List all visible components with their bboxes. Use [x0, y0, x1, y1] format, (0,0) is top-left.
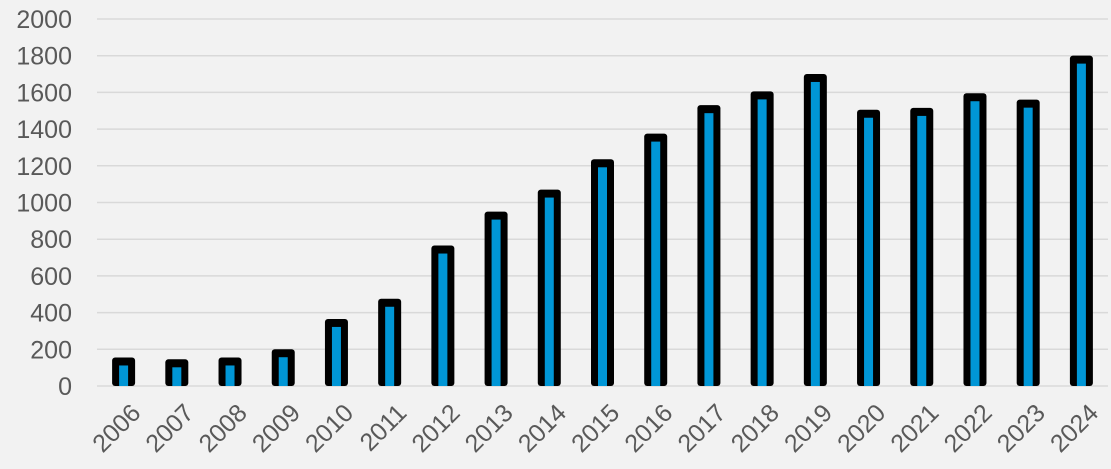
bar-2013: [484, 211, 508, 386]
y-tick-label: 1600: [16, 79, 72, 107]
bar-2016: [644, 133, 668, 386]
bar-2010: [324, 318, 348, 386]
bar-fill: [917, 115, 927, 386]
bar-fill: [704, 113, 714, 386]
bar-2008: [218, 357, 242, 386]
bar-fill: [172, 367, 182, 386]
bar-2021: [910, 107, 934, 386]
bar-fill: [491, 219, 501, 386]
bar-2006: [112, 357, 136, 386]
bar-fill: [970, 101, 980, 387]
bar-2024: [1069, 55, 1093, 387]
bar-fill: [278, 357, 288, 386]
y-tick-label: 1000: [16, 190, 72, 218]
bar-2017: [697, 105, 721, 386]
bar-fill: [598, 167, 607, 386]
y-tick-label: 600: [30, 263, 72, 291]
y-tick-label: 1800: [16, 43, 72, 71]
bar-2023: [1016, 99, 1040, 386]
bar-fill: [119, 365, 129, 386]
bar-2018: [750, 91, 774, 387]
bar-fill: [757, 99, 767, 387]
bar-fill: [651, 141, 661, 386]
y-axis-tick-labels: 0 200 400 600 800 1000 1200 1400 1600 1800 2000: [16, 6, 72, 401]
bar-2022: [963, 93, 987, 387]
bar-fill: [385, 306, 395, 386]
y-tick-label: 1200: [16, 153, 72, 181]
bar-2012: [431, 245, 455, 386]
y-tick-label: 2000: [16, 6, 72, 34]
y-tick-label: 200: [30, 336, 72, 364]
bar-fill: [544, 197, 554, 386]
y-tick-label: 0: [58, 373, 72, 401]
bar-fill: [864, 117, 874, 386]
bars: [112, 55, 1093, 387]
bar-fill: [1076, 63, 1086, 387]
bar-2009: [271, 349, 295, 386]
bar-fill: [810, 81, 820, 386]
bar-fill: [331, 326, 341, 386]
bar-2011: [378, 298, 402, 386]
y-tick-label: 800: [30, 226, 72, 254]
bar-2019: [803, 73, 827, 386]
bar-2015: [591, 159, 614, 386]
y-tick-label: 1400: [16, 116, 72, 144]
bar-2007: [165, 359, 189, 386]
bar-2020: [857, 109, 881, 386]
bar-fill: [1023, 107, 1033, 386]
bar-2014: [537, 189, 561, 386]
bar-fill: [438, 253, 448, 386]
bar-fill: [225, 365, 235, 386]
y-tick-label: 400: [30, 300, 72, 328]
